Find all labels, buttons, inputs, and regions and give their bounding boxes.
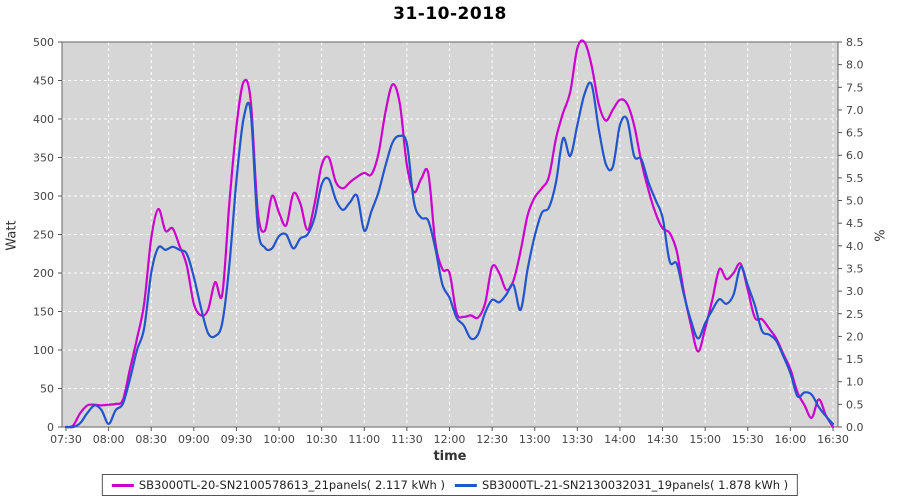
legend-entry-series-0: SB3000TL-20-SN2100578613_21panels( 2.117…: [111, 478, 445, 492]
y-left-tick-label: 150: [33, 306, 54, 319]
y-right-tick-label: 4.5: [846, 217, 864, 230]
legend-entry-series-1: SB3000TL-21-SN2130032031_19panels( 1.878…: [455, 478, 788, 492]
legend-line-swatch-blue: [455, 483, 477, 487]
y-left-tick-label: 400: [33, 113, 54, 126]
y-right-tick-label: 5.5: [846, 172, 864, 185]
x-tick-label: 15:30: [732, 433, 764, 446]
legend-label-series-1: SB3000TL-21-SN2130032031_19panels( 1.878…: [482, 478, 789, 492]
x-tick-label: 07:30: [50, 433, 82, 446]
x-tick-label: 13:00: [519, 433, 551, 446]
y-right-tick-label: 1.5: [846, 353, 864, 366]
x-tick-label: 11:30: [391, 433, 423, 446]
y-right-tick-label: 0.0: [846, 421, 864, 434]
y-left-tick-label: 350: [33, 152, 54, 165]
y-left-tick-label: 500: [33, 36, 54, 49]
y-right-tick-label: 6.0: [846, 149, 864, 162]
y-right-tick-label: 7.5: [846, 81, 864, 94]
series-line-0: [64, 39, 835, 429]
x-tick-label: 14:30: [647, 433, 679, 446]
x-tick-label: 09:30: [221, 433, 253, 446]
y-axis-label-left: Watt: [4, 220, 20, 251]
x-tick-label: 16:00: [775, 433, 807, 446]
y-left-tick-label: 200: [33, 267, 54, 280]
y-right-tick-label: 8.0: [846, 59, 864, 72]
x-tick-label: 11:00: [348, 433, 380, 446]
y-right-tick-label: 1.0: [846, 376, 864, 389]
y-left-tick-label: 0: [47, 421, 54, 434]
x-tick-label: 13:30: [561, 433, 593, 446]
y-left-tick-label: 450: [33, 75, 54, 88]
y-right-tick-label: 8.5: [846, 36, 864, 49]
y-left-tick-label: 100: [33, 344, 54, 357]
x-tick-label: 09:00: [178, 433, 210, 446]
x-tick-label: 16:30: [817, 433, 849, 446]
y-right-tick-label: 0.5: [846, 398, 864, 411]
y-right-tick-label: 6.5: [846, 127, 864, 140]
legend-box: SB3000TL-20-SN2100578613_21panels( 2.117…: [101, 474, 799, 496]
x-tick-label: 12:00: [434, 433, 466, 446]
x-tick-label: 08:00: [93, 433, 125, 446]
x-tick-label: 14:00: [604, 433, 636, 446]
y-right-tick-label: 5.0: [846, 195, 864, 208]
legend-line-swatch-magenta: [111, 483, 134, 487]
y-right-tick-label: 4.0: [846, 240, 864, 253]
x-tick-label: 12:30: [476, 433, 508, 446]
y-right-tick-label: 7.0: [846, 104, 864, 117]
x-tick-label: 10:00: [263, 433, 295, 446]
series-line-1: [64, 81, 835, 429]
y-right-tick-label: 2.0: [846, 330, 864, 343]
x-tick-label: 15:00: [689, 433, 721, 446]
x-axis-label: time: [433, 449, 467, 464]
y-right-tick-label: 3.5: [846, 262, 864, 275]
x-tick-label: 08:30: [135, 433, 167, 446]
x-tick-label: 10:30: [306, 433, 338, 446]
y-left-tick-label: 300: [33, 190, 54, 203]
y-right-tick-label: 2.5: [846, 308, 864, 321]
y-left-tick-label: 50: [40, 383, 54, 396]
chart-title: 31-10-2018: [393, 4, 507, 24]
y-axis-label-right: %: [870, 229, 886, 242]
y-right-tick-label: 3.0: [846, 285, 864, 298]
y-left-tick-label: 250: [33, 229, 54, 242]
legend-label-series-0: SB3000TL-20-SN2100578613_21panels( 2.117…: [138, 478, 445, 492]
